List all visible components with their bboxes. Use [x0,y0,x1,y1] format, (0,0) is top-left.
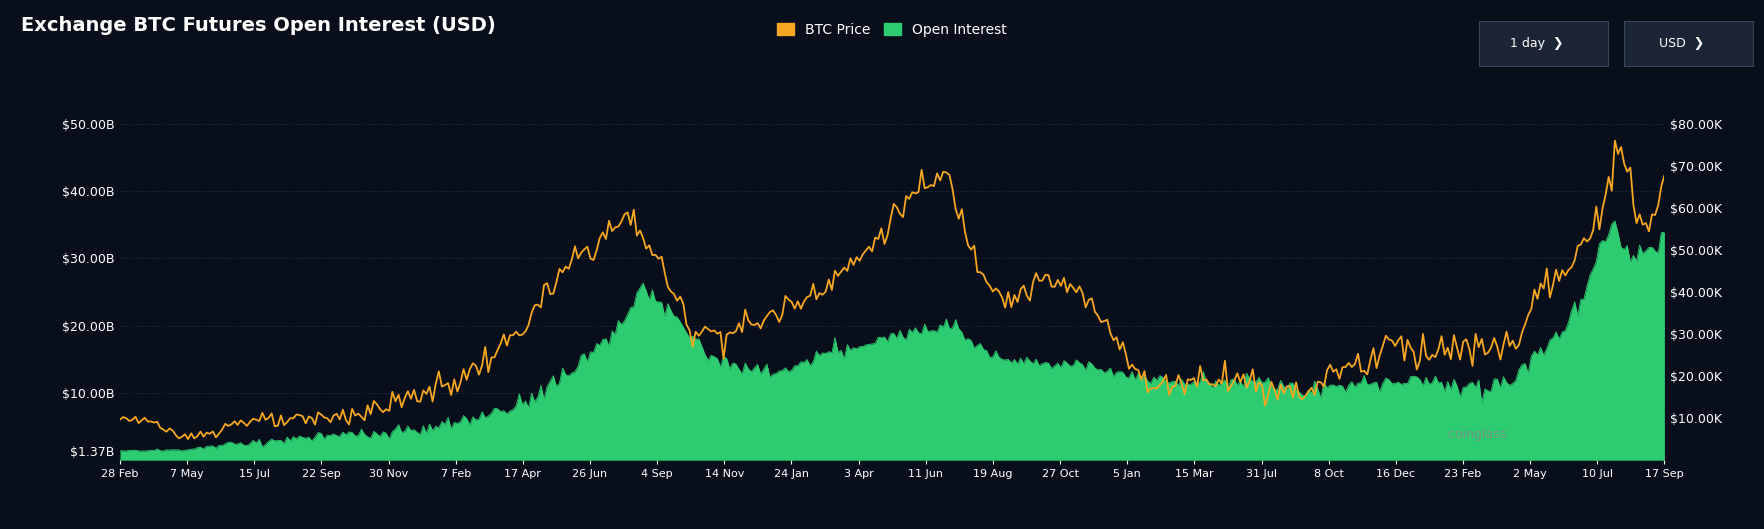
Text: Exchange BTC Futures Open Interest (USD): Exchange BTC Futures Open Interest (USD) [21,16,496,35]
Text: 1 day  ❯: 1 day ❯ [1510,37,1563,50]
Text: coinglass: coinglass [1439,428,1506,441]
Legend: BTC Price, Open Interest: BTC Price, Open Interest [776,23,1007,37]
Text: USD  ❯: USD ❯ [1658,37,1704,50]
